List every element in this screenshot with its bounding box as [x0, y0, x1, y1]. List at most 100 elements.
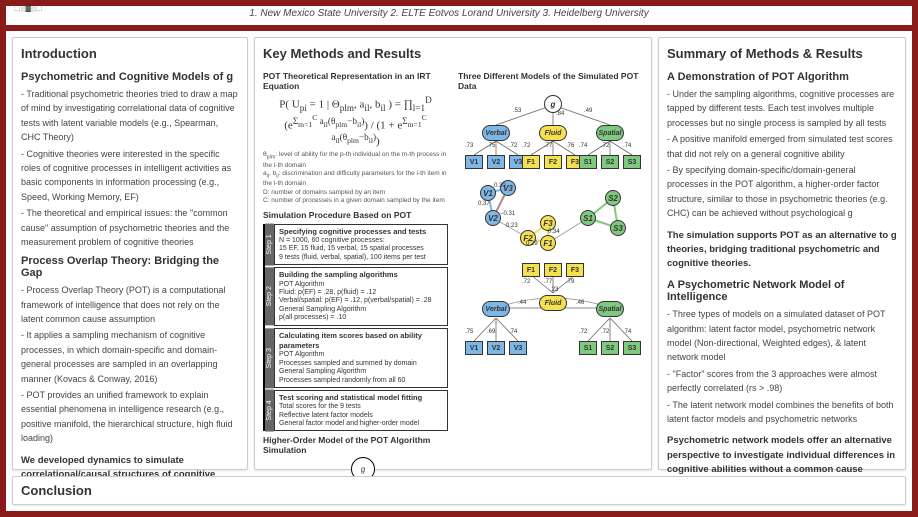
- eq-definitions: θplm: level of ability for the p-th indi…: [263, 151, 448, 205]
- poster-header: ⬚░▓░⬚ 1. New Mexico State University 2. …: [6, 6, 912, 31]
- net-edge-label-5: 0.34: [548, 229, 560, 235]
- summary-p6: - The latent network model combines the …: [667, 398, 897, 427]
- summary-p1: - Under the sampling algorithms, cogniti…: [667, 87, 897, 130]
- pot-bot-vs: .23: [550, 287, 558, 293]
- poster-root: ⬚░▓░⬚ 1. New Mexico State University 2. …: [0, 0, 918, 517]
- pot-gload-v: .53: [513, 108, 521, 114]
- pot-bot-load-6: .72: [579, 329, 587, 335]
- pot-top-load-1: .75: [487, 143, 495, 149]
- pot-bot-load-4: .69: [487, 329, 495, 335]
- net-v2: V2: [485, 210, 501, 226]
- net-edge-label-1: 0.37: [478, 201, 490, 207]
- methods-right: Three Different Models of the Simulated …: [458, 67, 643, 476]
- ho-g-node: g: [351, 457, 375, 476]
- pot-top-load-0: .73: [465, 143, 473, 149]
- columns: Introduction Psychometric and Cognitive …: [6, 31, 912, 476]
- pot-bot-load-7: .72: [601, 329, 609, 335]
- net-s3: S3: [610, 220, 626, 236]
- summary-p2: - A positive manifold emerged from simul…: [667, 132, 897, 161]
- pot-top-item-s2: S2: [601, 155, 619, 169]
- intro-body2: - Process Overlap Theory (POT) is a comp…: [21, 283, 239, 447]
- pot-bot-item-s3: S3: [623, 341, 641, 355]
- pot-bot-load-2: .79: [566, 279, 574, 285]
- pot-top-item-v1: V1: [465, 155, 483, 169]
- net-edge-label-0: 0.30: [494, 183, 506, 189]
- intro-p4: - Process Overlap Theory (POT) is a comp…: [21, 283, 239, 326]
- intro-p5: - It applies a sampling mechanism of cog…: [21, 328, 239, 386]
- summary-body1: - Under the sampling algorithms, cogniti…: [667, 87, 897, 223]
- pot-bot-fs: .46: [576, 300, 584, 306]
- pot-top-fluid: Fluid: [539, 125, 567, 141]
- pot-top-load-2: .72: [509, 143, 517, 149]
- intro-summary: We developed dynamics to simulate correl…: [21, 454, 239, 476]
- pot-top-load-6: .74: [579, 143, 587, 149]
- conclusion-panel: Conclusion: [12, 476, 906, 505]
- pot-bot-load-3: .75: [465, 329, 473, 335]
- pot-top-item-s1: S1: [579, 155, 597, 169]
- simulation-steps: Step 1Specifying cognitive processes and…: [263, 224, 448, 432]
- intro-panel: Introduction Psychometric and Cognitive …: [12, 37, 248, 470]
- net-s1: S1: [580, 210, 596, 226]
- intro-p1: - Traditional psychometric theories trie…: [21, 87, 239, 145]
- pot-bot-item-v3: V3: [509, 341, 527, 355]
- pot-bot-spatial: Spatial: [596, 301, 624, 317]
- intro-p6: - POT provides an unified framework to e…: [21, 388, 239, 446]
- pot-bot-item-v1: V1: [465, 341, 483, 355]
- methods-panel: Key Methods and Results POT Theoretical …: [254, 37, 652, 470]
- pot-top-load-3: .72: [522, 143, 530, 149]
- irt-equation: P( Upi = 1 | Θplm, ail, bil ) = ∏l=1D (e…: [263, 95, 448, 147]
- conclusion-title: Conclusion: [21, 483, 897, 498]
- net-edge-label-2: −0.31: [500, 211, 515, 217]
- pot-bot-item-s2: S2: [601, 341, 619, 355]
- eq-caption: POT Theoretical Representation in an IRT…: [263, 71, 448, 91]
- intro-p3: - The theoretical and empirical issues: …: [21, 206, 239, 249]
- pot-bot-item-f2: F2: [544, 263, 562, 277]
- net-f1: F1: [540, 235, 556, 251]
- summary-sub1: A Demonstration of POT Algorithm: [667, 71, 897, 83]
- summary-p3: - By specifying domain-specific/domain-g…: [667, 163, 897, 221]
- pot-top-item-f2: F2: [544, 155, 562, 169]
- net-s2: S2: [605, 190, 621, 206]
- intro-title: Introduction: [21, 46, 239, 61]
- pot-top-load-5: .76: [566, 143, 574, 149]
- pot-bot-verbal: Verbal: [482, 301, 510, 317]
- pot-bot-load-1: .77: [544, 279, 552, 285]
- pot-top-load-8: .74: [623, 143, 631, 149]
- pot-top-item-f1: F1: [522, 155, 540, 169]
- summary-body2: - Three types of models on a simulated d…: [667, 307, 897, 428]
- methods-title: Key Methods and Results: [263, 46, 643, 61]
- pot-bot-item-v2: V2: [487, 341, 505, 355]
- summary-p5: - "Factor" scores from the 3 approaches …: [667, 367, 897, 396]
- pot-caption: Three Different Models of the Simulated …: [458, 71, 643, 91]
- pot-bot-load-8: .74: [623, 329, 631, 335]
- pot-top-load-4: .77: [544, 143, 552, 149]
- summary-p4: - Three types of models on a simulated d…: [667, 307, 897, 365]
- pot-gload-s: .49: [584, 108, 592, 114]
- net-edge-label-4: 0.29: [526, 241, 538, 247]
- pot-bot-load-5: .74: [509, 329, 517, 335]
- pot-top-item-v2: V2: [487, 155, 505, 169]
- affiliations: 1. New Mexico State University 2. ELTE E…: [136, 8, 762, 19]
- pot-bot-fluid: Fluid: [539, 295, 567, 311]
- pot-gload-f: .84: [556, 111, 564, 117]
- summary-bold1: The simulation supports POT as an altern…: [667, 229, 897, 272]
- pot-bot-item-f3: F3: [566, 263, 584, 277]
- summary-sub2: A Psychometric Network Model of Intellig…: [667, 279, 897, 303]
- intro-sub1: Psychometric and Cognitive Models of g: [21, 71, 239, 83]
- summary-panel: Summary of Methods & Results A Demonstra…: [658, 37, 906, 470]
- pot-bot-item-s1: S1: [579, 341, 597, 355]
- pot-bot-load-0: .72: [522, 279, 530, 285]
- methods-left: POT Theoretical Representation in an IRT…: [263, 67, 448, 476]
- pot-models-diagram: g Verbal Fluid Spatial .53 .84 .49 V1 V3…: [458, 93, 643, 363]
- methods-content: POT Theoretical Representation in an IRT…: [263, 67, 643, 476]
- intro-sub2: Process Overlap Theory: Bridging the Gap: [21, 255, 239, 279]
- summary-bold2: Psychometric network models offer an alt…: [667, 434, 897, 476]
- pot-top-load-7: .72: [601, 143, 609, 149]
- qr-code: ⬚░▓░⬚: [14, 4, 42, 12]
- pot-top-verbal: Verbal: [482, 125, 510, 141]
- summary-title: Summary of Methods & Results: [667, 46, 897, 61]
- intro-body1: - Traditional psychometric theories trie…: [21, 87, 239, 251]
- net-edge-label-3: 0.23: [506, 223, 518, 229]
- ho-caption: Higher-Order Model of the POT Algorithm …: [263, 435, 448, 455]
- intro-p2: - Cognitive theories were interested in …: [21, 147, 239, 205]
